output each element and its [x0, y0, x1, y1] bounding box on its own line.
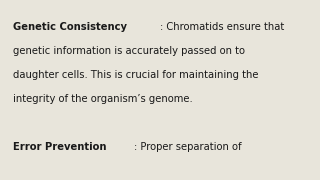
Text: daughter cells. This is crucial for maintaining the: daughter cells. This is crucial for main…	[13, 70, 259, 80]
Text: : Proper separation of: : Proper separation of	[134, 142, 241, 152]
Text: Genetic Consistency: Genetic Consistency	[13, 22, 127, 32]
Text: integrity of the organism’s genome.: integrity of the organism’s genome.	[13, 94, 193, 104]
Text: Error Prevention: Error Prevention	[13, 142, 107, 152]
Text: : Chromatids ensure that: : Chromatids ensure that	[160, 22, 284, 32]
Text: genetic information is accurately passed on to: genetic information is accurately passed…	[13, 46, 245, 56]
